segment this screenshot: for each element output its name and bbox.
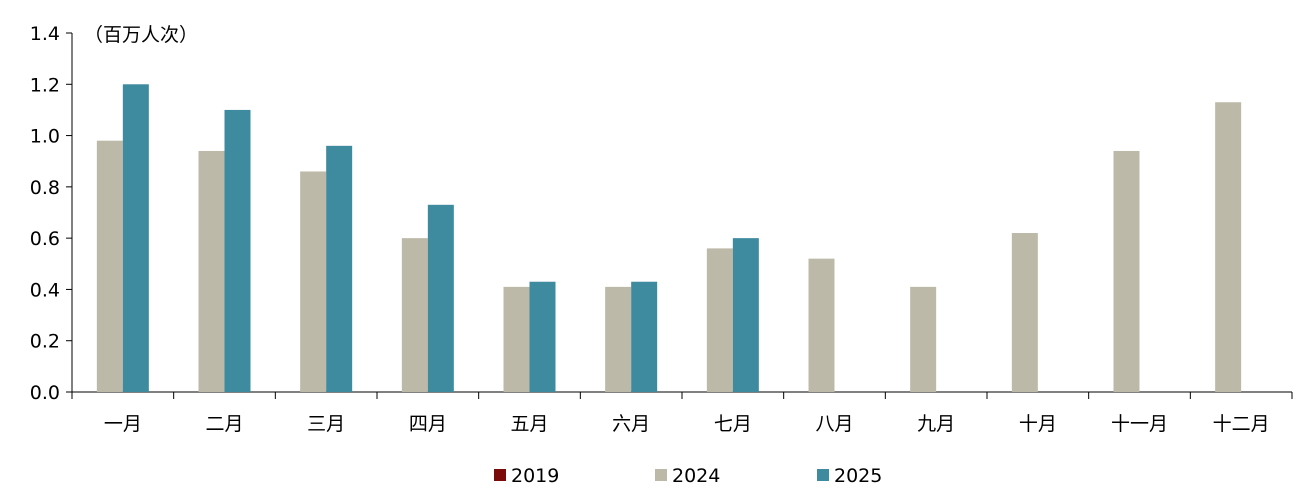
y-tick-label: 0.8 [30,177,60,199]
bar-2024-10 [1011,233,1038,392]
legend-swatch-2019 [494,469,506,481]
bar-2024-2 [198,150,225,392]
bar-2024-12 [1215,102,1242,392]
bar-2024-5 [503,286,530,392]
y-tick-label: 0.4 [30,279,60,301]
bar-2024-11 [1113,150,1140,392]
x-tick-label: 三月 [307,413,345,435]
x-tick-label: 五月 [510,413,548,435]
bar-2024-9 [910,286,937,392]
x-axis: 一月 二月 三月 四月 五月 六月 七月 八月 九月 十月 十一月 十二月 [71,391,1293,435]
y-tick-label: 1.4 [30,23,60,45]
bar-2025-7 [732,238,759,392]
bar-2024-4 [401,238,428,392]
x-tick-label: 六月 [612,413,650,435]
y-tick-label: 0.6 [30,228,60,250]
legend-label-2019: 2019 [511,465,559,487]
y-tick-label: 0.2 [30,331,60,353]
bar-2025-6 [631,281,658,392]
bars [96,84,1242,393]
legend-label-2024: 2024 [672,465,720,487]
x-tick-label: 七月 [714,413,752,435]
legend-swatch-2025 [817,469,829,481]
legend-label-2025: 2025 [834,465,882,487]
x-tick-label: 四月 [409,413,447,435]
bar-2024-8 [808,258,835,392]
x-tick-label: 十一月 [1111,413,1168,435]
y-tick-label: 1.0 [30,126,60,148]
bar-2025-4 [427,204,454,392]
x-tick-label: 十月 [1019,413,1057,435]
y-axis: 0.0 0.2 0.4 0.6 0.8 1.0 1.2 1.4 [30,23,73,404]
bar-2024-1 [96,140,123,392]
x-tick-label: 十二月 [1213,413,1270,435]
x-tick-label: 九月 [917,413,955,435]
bar-2025-1 [122,84,149,393]
x-tick-label: 一月 [104,413,142,435]
bar-2024-3 [300,171,327,392]
bar-2025-2 [224,109,251,392]
legend: 2019 2024 2025 [494,465,882,487]
x-tick-label: 八月 [815,413,853,435]
legend-swatch-2024 [655,469,667,481]
bar-2025-3 [326,145,353,392]
x-tick-label: 二月 [205,413,243,435]
y-tick-label: 0.0 [30,382,60,404]
bar-2024-6 [605,286,632,392]
y-tick-label: 1.2 [30,74,60,96]
y-axis-unit-label: （百万人次） [84,24,198,46]
bar-2025-5 [529,281,556,392]
bar-2024-7 [706,248,733,392]
